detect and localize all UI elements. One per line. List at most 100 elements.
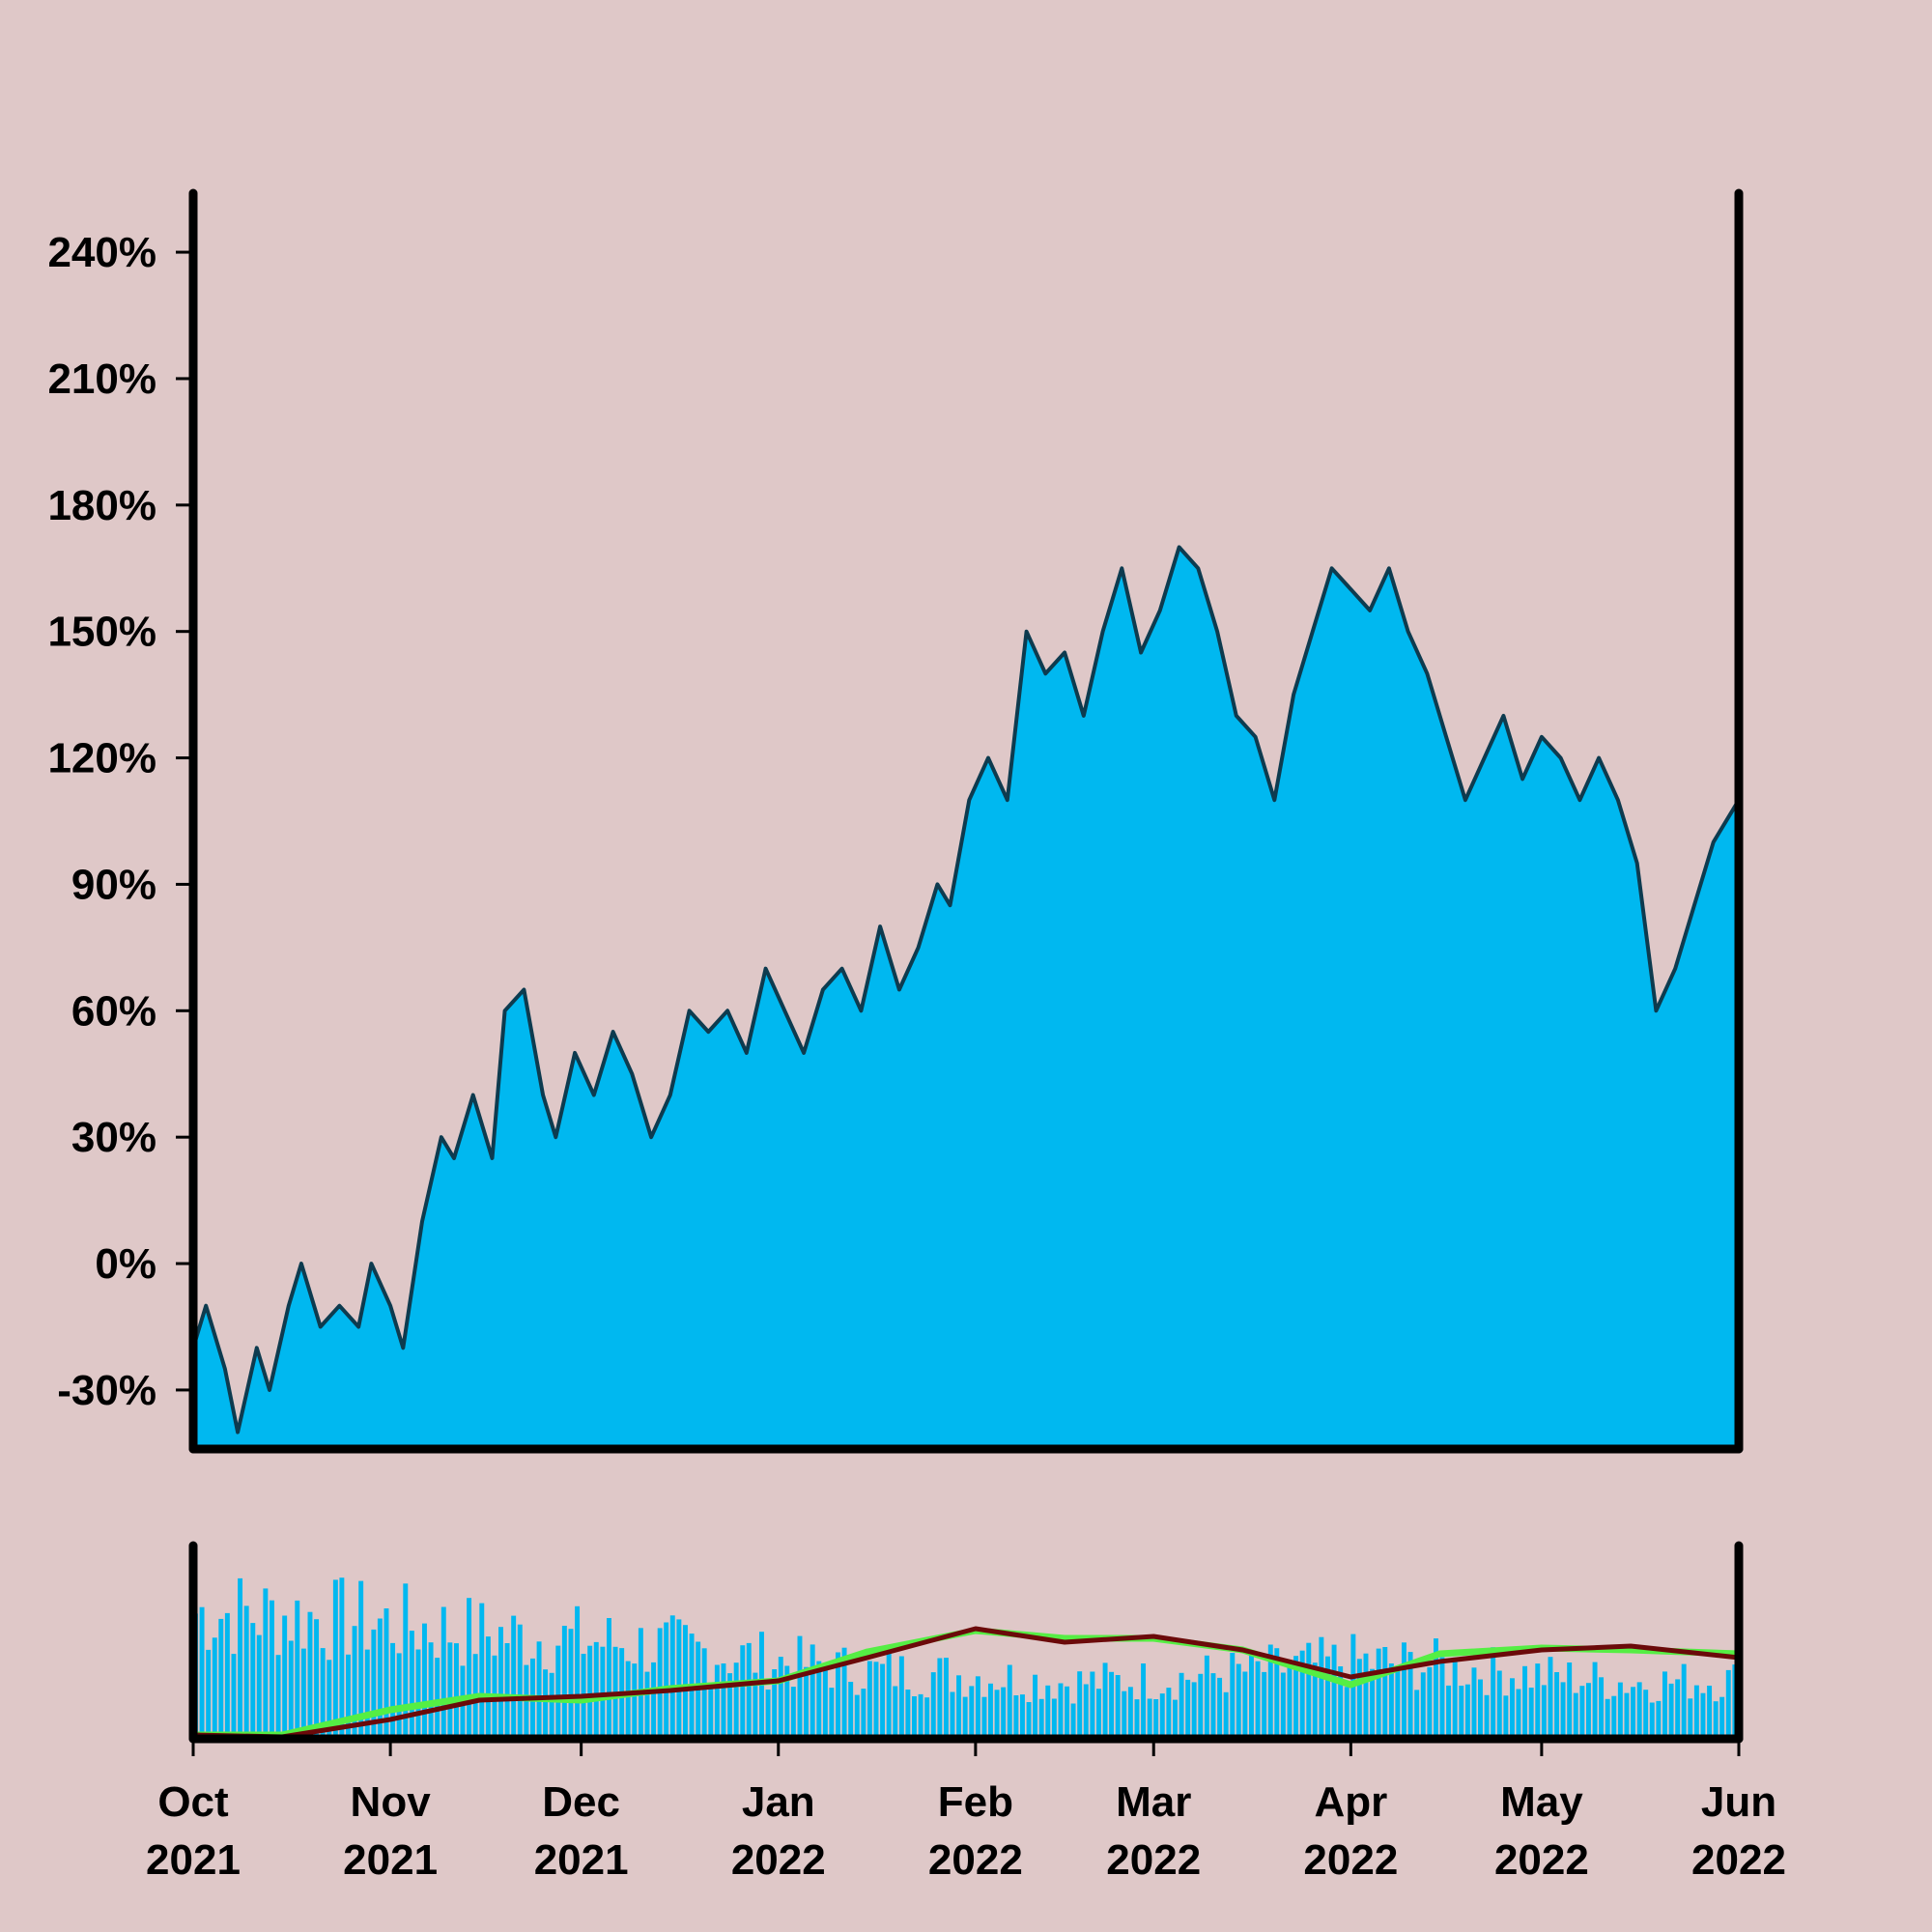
volume-bar: [575, 1605, 581, 1739]
volume-bar: [1370, 1668, 1376, 1739]
volume-bar: [1051, 1698, 1057, 1739]
volume-bar: [467, 1598, 472, 1739]
volume-bar: [1617, 1682, 1623, 1739]
volume-bar: [1026, 1702, 1032, 1739]
volume-bar: [364, 1649, 370, 1739]
x-tick-label-month: Jan: [742, 1778, 815, 1826]
volume-bar: [714, 1664, 720, 1739]
volume-bar: [1090, 1671, 1095, 1739]
volume-bar: [1496, 1670, 1502, 1739]
volume-bar: [1554, 1672, 1560, 1739]
volume-bar: [1267, 1644, 1273, 1739]
volume-bar: [454, 1643, 459, 1739]
volume-bar: [969, 1686, 975, 1739]
volume-bar: [950, 1691, 955, 1739]
volume-bar: [1109, 1671, 1115, 1739]
volume-bar: [797, 1635, 803, 1739]
volume-bar: [1280, 1672, 1286, 1739]
volume-bar: [1293, 1656, 1299, 1739]
volume-bar: [263, 1588, 269, 1739]
volume-bar: [1700, 1692, 1706, 1739]
volume-bar: [1624, 1692, 1630, 1739]
volume-bar: [1262, 1671, 1267, 1739]
volume-bar: [1725, 1669, 1731, 1739]
volume-bar: [669, 1615, 675, 1739]
volume-bar: [1471, 1667, 1477, 1739]
volume-bar: [873, 1662, 879, 1739]
volume-bar: [288, 1640, 294, 1739]
y-tick-label: -30%: [57, 1367, 156, 1414]
volume-bar: [1407, 1652, 1413, 1739]
volume-bar: [784, 1665, 790, 1739]
volume-bar: [625, 1661, 631, 1739]
volume-bar: [1414, 1690, 1420, 1739]
volume-bar: [1484, 1694, 1490, 1739]
volume-bar: [1427, 1666, 1433, 1739]
volume-bar: [988, 1683, 993, 1739]
volume-panel: [188, 1541, 1744, 1744]
price-area: [193, 547, 1739, 1449]
volume-bar: [435, 1658, 440, 1739]
volume-bar: [1439, 1657, 1445, 1739]
volume-bar: [1535, 1663, 1541, 1739]
volume-bar: [1522, 1665, 1528, 1739]
volume-bar: [549, 1672, 554, 1739]
x-tick-label-year: 2021: [343, 1836, 438, 1884]
volume-bar: [1356, 1659, 1362, 1739]
volume-bar: [238, 1577, 243, 1739]
volume-bar: [708, 1684, 714, 1739]
volume-bar: [1681, 1663, 1687, 1739]
y-tick-label: 0%: [95, 1240, 156, 1288]
volume-bar: [498, 1627, 503, 1739]
volume-bar: [332, 1579, 338, 1739]
volume-bar: [1013, 1695, 1019, 1739]
volume-bar: [861, 1689, 867, 1739]
volume-bar: [1376, 1648, 1381, 1739]
x-tick-label-month: Jun: [1701, 1778, 1776, 1826]
volume-bar: [804, 1666, 810, 1739]
volume-bar: [1579, 1686, 1585, 1739]
volume-bar: [930, 1672, 936, 1739]
volume-bar: [1675, 1679, 1681, 1739]
volume-bar: [721, 1663, 726, 1739]
volume-bar: [746, 1642, 752, 1739]
volume-bar: [924, 1697, 930, 1739]
volume-bar: [1636, 1682, 1642, 1739]
volume-bar: [836, 1652, 840, 1739]
volume-bar: [1510, 1678, 1515, 1739]
y-tick-label: 210%: [47, 355, 156, 403]
volume-bar: [1127, 1687, 1133, 1739]
volume-bar: [1020, 1694, 1025, 1739]
volume-bar: [1147, 1698, 1152, 1739]
volume-bar: [867, 1661, 872, 1739]
volume-bar: [231, 1654, 237, 1739]
volume-bar: [1185, 1679, 1191, 1739]
volume-bar: [390, 1642, 396, 1739]
volume-bar: [1693, 1685, 1699, 1739]
x-tick-label-month: Mar: [1116, 1778, 1191, 1826]
y-tick-label: 90%: [71, 861, 156, 908]
volume-bar: [1230, 1653, 1236, 1739]
volume-bar: [403, 1583, 409, 1739]
volume-bar: [295, 1600, 300, 1739]
volume-bar: [1656, 1700, 1662, 1739]
volume-bar: [733, 1662, 739, 1739]
y-tick-label: 180%: [47, 482, 156, 529]
volume-ma-long-line: [190, 1626, 1742, 1740]
volume-bar: [1388, 1663, 1394, 1739]
volume-bar: [1274, 1648, 1280, 1739]
y-tick-label: 120%: [47, 735, 156, 782]
volume-bar: [352, 1626, 357, 1739]
volume-bar: [1631, 1687, 1636, 1739]
x-axis-labels: Oct 2021 Nov 2021 Dec 2021 Jan 2022 Feb 2022 Mar 20…: [146, 1739, 1786, 1884]
volume-bar: [644, 1671, 650, 1739]
volume-bar: [517, 1624, 523, 1739]
volume-bar: [1255, 1661, 1261, 1739]
volume-bar: [1478, 1679, 1483, 1739]
volume-bar: [740, 1645, 746, 1739]
volume-bar: [1319, 1636, 1324, 1739]
volume-bar: [701, 1648, 707, 1739]
volume-bar: [1191, 1682, 1197, 1739]
volume-bar: [358, 1580, 364, 1739]
